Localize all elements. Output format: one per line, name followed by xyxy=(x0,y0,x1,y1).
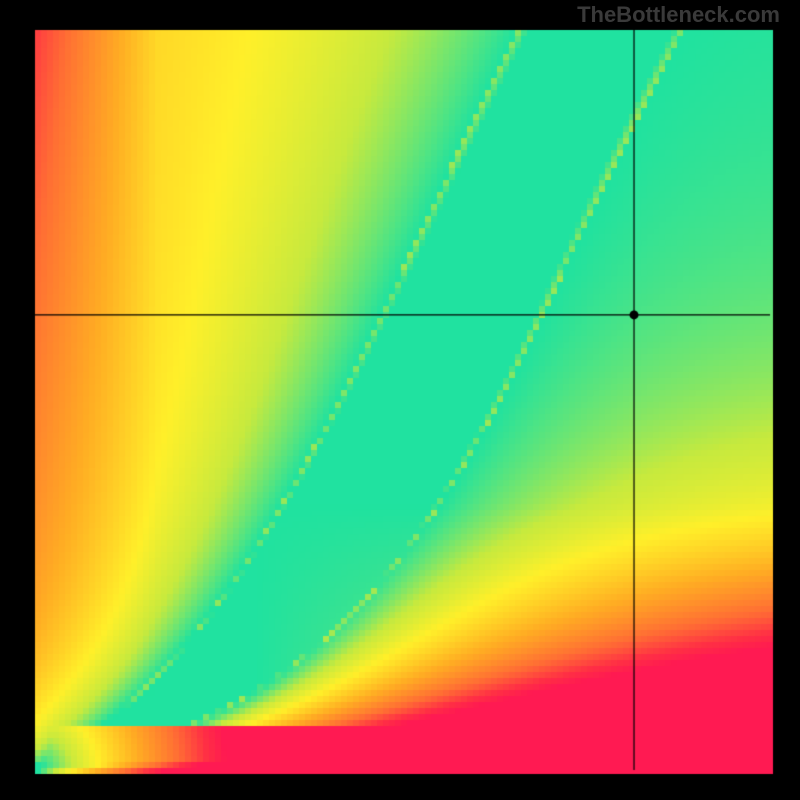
bottleneck-heatmap xyxy=(0,0,800,800)
watermark-text: TheBottleneck.com xyxy=(577,2,780,28)
